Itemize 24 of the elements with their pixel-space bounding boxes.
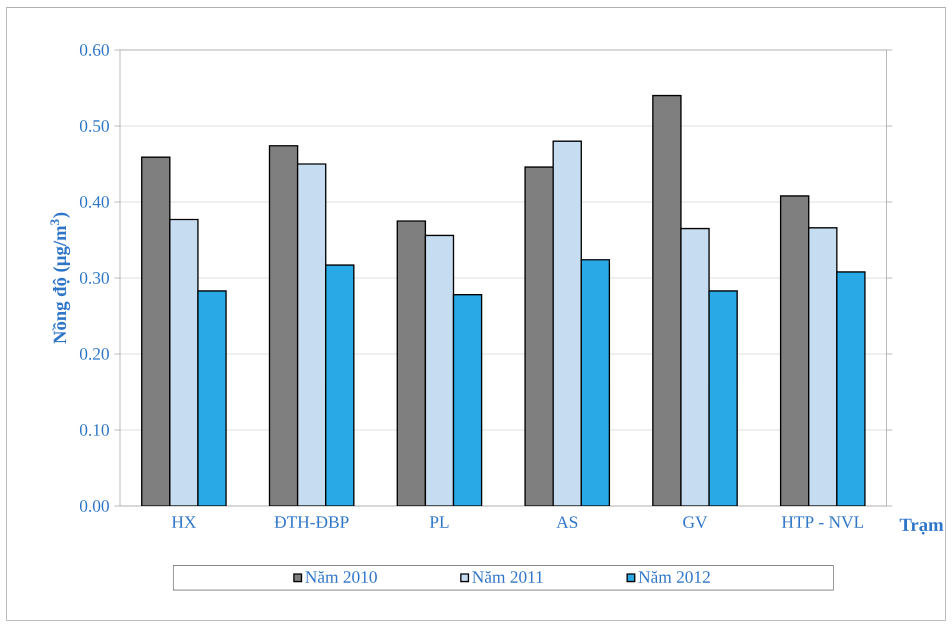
- x-tick-label: GV: [683, 516, 708, 528]
- x-tick-label: PL: [430, 516, 449, 528]
- bar: [580, 259, 610, 506]
- bar: [325, 264, 355, 506]
- y-tick-label: 0.30: [80, 272, 109, 284]
- x-tick-label: AS: [556, 516, 578, 528]
- y-tick-label: 0.00: [80, 500, 109, 512]
- legend-label: Năm 2010: [305, 570, 377, 583]
- y-tick-label: 0.10: [80, 424, 109, 436]
- legend-label: Năm 2011: [472, 570, 543, 583]
- bar: [197, 290, 227, 506]
- bar: [836, 271, 866, 506]
- y-tick-label: 0.50: [80, 120, 109, 132]
- y-axis-title: Nồng độ (µg/m$^{3}$): [50, 212, 70, 344]
- x-tick-label: HX: [172, 516, 196, 528]
- x-tick-label: ĐTH-ĐBP: [274, 516, 349, 528]
- legend-label: Năm 2012: [638, 570, 710, 583]
- x-axis-title: Trạm: [900, 518, 944, 535]
- y-tick-label: 0.20: [80, 348, 109, 360]
- x-tick-label: HTP - NVL: [782, 516, 864, 528]
- y-tick-label: 0.60: [80, 44, 109, 56]
- bar: [708, 290, 738, 506]
- bar: [452, 294, 482, 506]
- y-tick-label: 0.40: [80, 196, 109, 208]
